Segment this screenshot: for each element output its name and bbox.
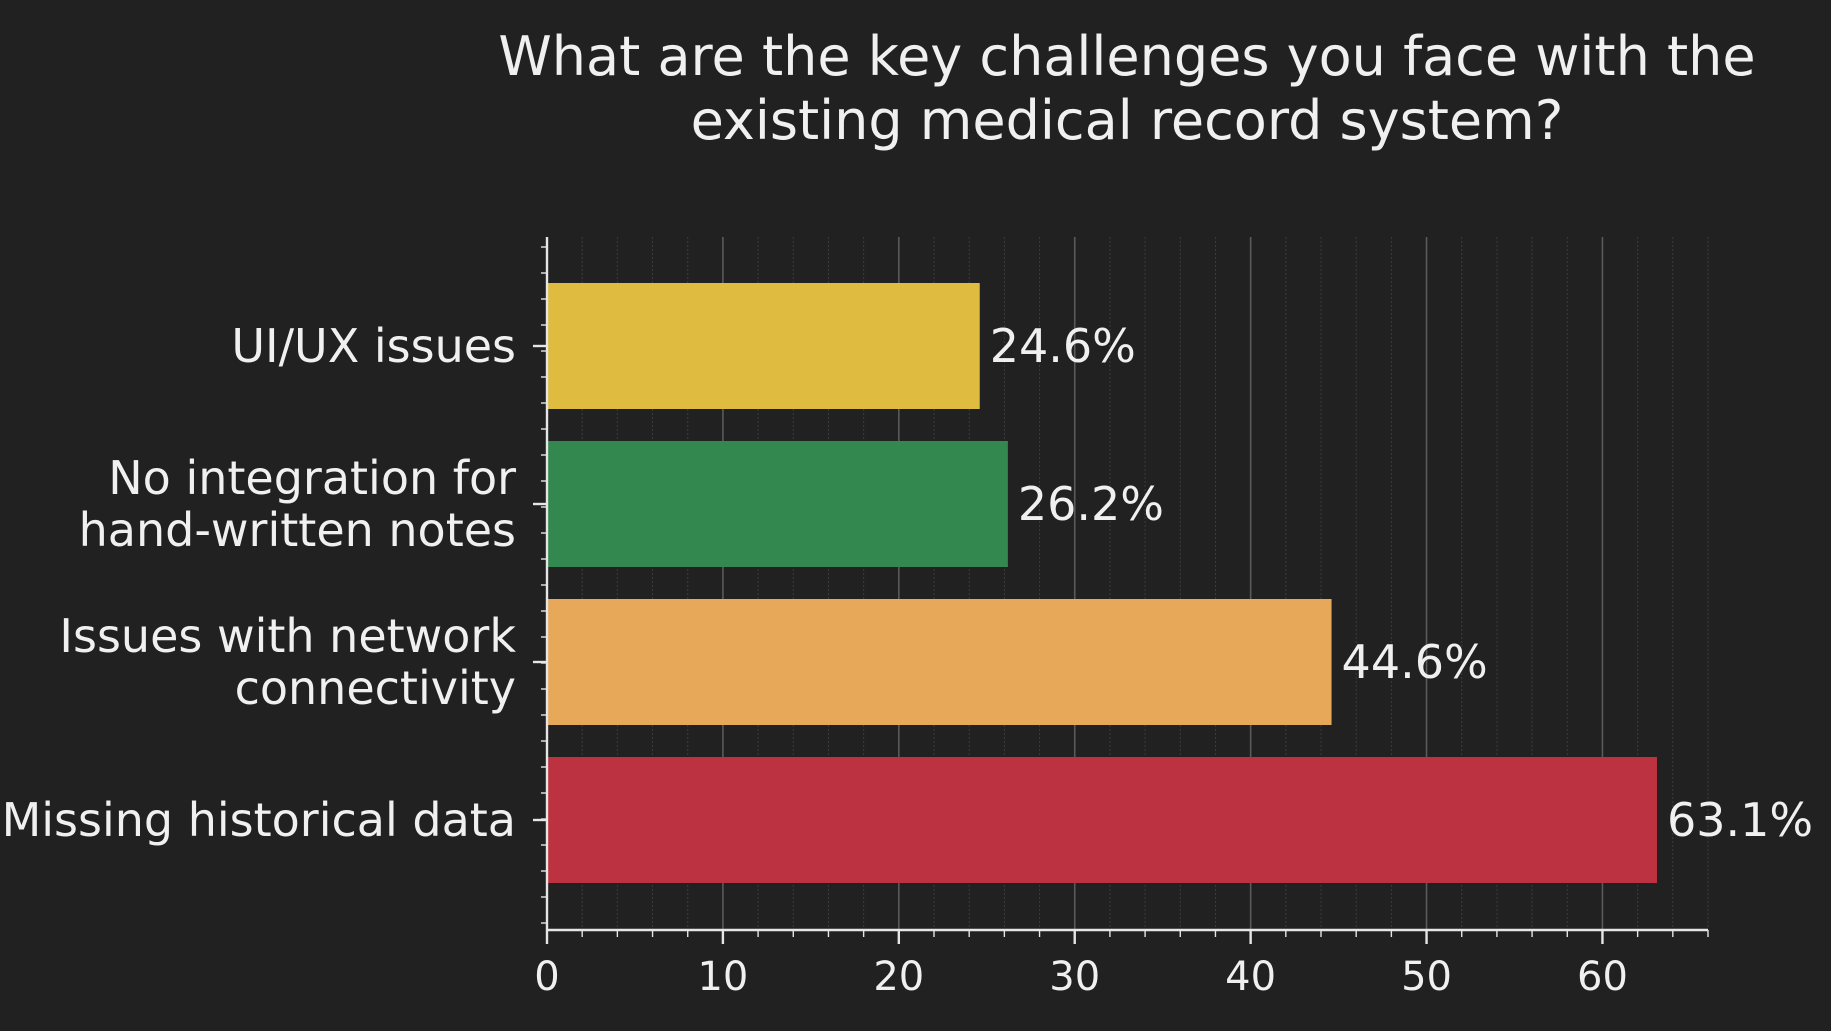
- chart-title-line: What are the key challenges you face wit…: [498, 25, 1755, 88]
- y-tick-label: No integration for: [108, 451, 516, 505]
- x-tick-label: 40: [1225, 954, 1276, 1000]
- chart-title-line: existing medical record system?: [691, 89, 1564, 152]
- data-label: 24.6%: [990, 319, 1136, 373]
- chart-title: What are the key challenges you face wit…: [498, 25, 1755, 152]
- y-tick-label: Missing historical data: [2, 793, 516, 847]
- bars: [547, 283, 1657, 883]
- y-tick-label: hand-written notes: [79, 503, 516, 557]
- data-label: 26.2%: [1018, 477, 1164, 531]
- bar: [547, 599, 1332, 725]
- x-tick-label: 20: [873, 954, 924, 1000]
- data-label: 63.1%: [1667, 793, 1813, 847]
- bar: [547, 757, 1657, 883]
- x-axis: 0 10 20 30 40 50 60: [534, 928, 1709, 1000]
- y-tick-label: Issues with network: [59, 609, 516, 663]
- bar: [547, 283, 980, 409]
- x-tick-label: 30: [1049, 954, 1100, 1000]
- bar: [547, 441, 1008, 567]
- y-tick-label: UI/UX issues: [231, 319, 516, 373]
- y-axis: UI/UX issues No integration forhand-writt…: [2, 237, 549, 930]
- y-tick-label: connectivity: [235, 661, 516, 715]
- value-labels: 24.6% 26.2% 44.6% 63.1%: [990, 319, 1813, 847]
- x-tick-label: 50: [1401, 954, 1452, 1000]
- x-tick-label: 0: [534, 954, 559, 1000]
- data-label: 44.6%: [1342, 635, 1488, 689]
- x-tick-label: 10: [697, 954, 748, 1000]
- x-tick-label: 60: [1577, 954, 1628, 1000]
